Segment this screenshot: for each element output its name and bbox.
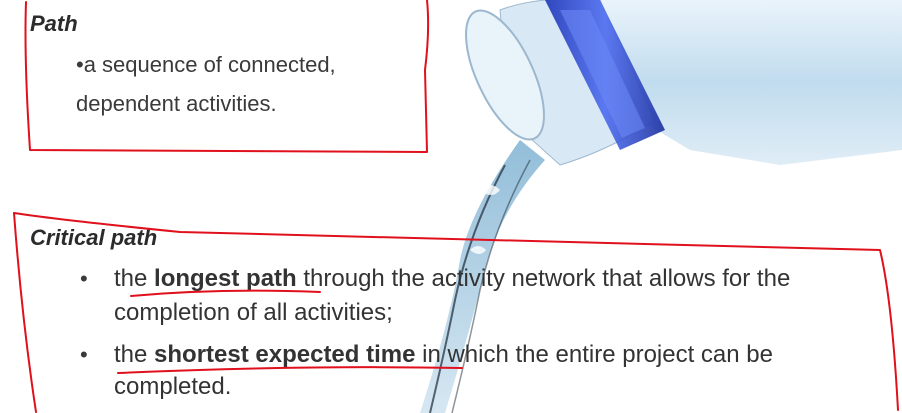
path-heading: Path	[30, 11, 78, 36]
critical-path-item-1-line-2: completion of all activities;	[114, 299, 393, 326]
critical-path-heading: Critical path	[30, 225, 158, 250]
critical-path-item-2-line-2: completed.	[114, 373, 232, 400]
path-definition-line-1: •a sequence of connected,	[76, 52, 336, 77]
item-2-emphasis: shortest expected time	[154, 341, 416, 368]
path-definition-line-2: dependent activities.	[76, 91, 277, 116]
item-1-emphasis: longest path	[154, 265, 297, 292]
critical-path-item-2: the shortest expected time in which the …	[114, 338, 773, 372]
bullet-1-marker: •	[80, 266, 88, 291]
bullet-2-marker: •	[80, 342, 88, 367]
item-2-prefix: the	[114, 341, 155, 368]
critical-path-item-1: the longest path through the activity ne…	[114, 262, 790, 296]
item-1-suffix: through the activity network that allows…	[296, 265, 791, 292]
item-2-suffix: in which the entire project can be	[415, 341, 773, 368]
item-1-prefix: the	[114, 265, 155, 292]
